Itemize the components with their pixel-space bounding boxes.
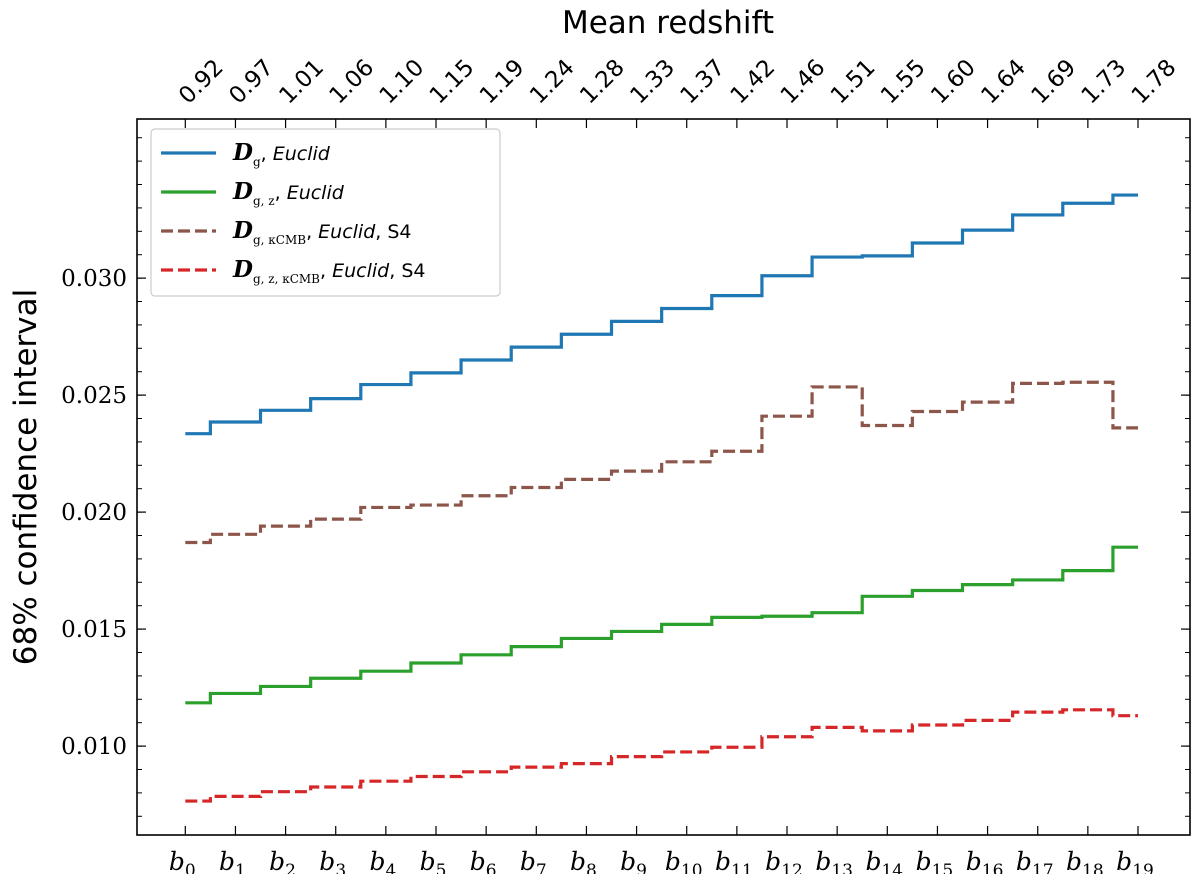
series-line-2 <box>185 380 1138 545</box>
x-tick-label: b4 <box>369 847 396 874</box>
top-axis-title: Mean redshift <box>562 5 774 41</box>
x-tick-label: b8 <box>570 847 597 874</box>
y-tick-label: 0.030 <box>61 266 127 292</box>
x-tick-label: b17 <box>1016 847 1054 874</box>
x-tick-label: b6 <box>470 847 497 874</box>
y-axis-title: 68% confidence interval <box>8 289 44 666</box>
legend-label: Dg, z, Euclid <box>232 178 345 208</box>
series-group <box>185 193 1138 803</box>
x-tick-label: b7 <box>520 847 547 874</box>
x-tick-label: b2 <box>269 847 296 874</box>
x-tick-label: b11 <box>715 847 753 874</box>
top-tick-label: 0.92 <box>174 55 229 110</box>
top-tick-label: 1.06 <box>325 55 380 110</box>
top-tick-label: 1.24 <box>525 55 580 110</box>
top-tick-label: 1.46 <box>776 55 831 110</box>
top-tick-label: 1.69 <box>1027 55 1082 110</box>
x-tick-label: b10 <box>665 847 703 874</box>
top-tick-label: 1.51 <box>826 55 881 110</box>
y-tick-label: 0.015 <box>61 617 127 643</box>
legend-label: Dg, κCMB, Euclid, S4 <box>232 217 412 247</box>
x-tick-label: b16 <box>966 847 1004 874</box>
top-tick-label: 1.01 <box>274 55 329 110</box>
y-tick-labels: 0.010 0.015 0.020 0.025 0.030 <box>61 266 127 760</box>
top-tick-label: 1.73 <box>1077 55 1132 110</box>
x-tick-label: b3 <box>319 847 346 874</box>
y-tick-label: 0.020 <box>61 500 127 526</box>
top-tick-label: 1.37 <box>676 55 731 110</box>
top-tick-label: 1.42 <box>726 55 781 110</box>
top-tick-label: 1.10 <box>375 55 430 110</box>
top-tick-label: 1.64 <box>976 55 1031 110</box>
y-tick-label: 0.025 <box>61 383 127 409</box>
x-tick-label: b5 <box>420 847 447 874</box>
x-tick-label: b15 <box>916 847 954 874</box>
x-tick-labels: b0 b1 b2 b3 b4 b5 b6 b7 b8 b9 b10 b11 b12 b13 b14 b15 b1… <box>169 847 1154 874</box>
tick-marks <box>137 119 1190 835</box>
x-tick-label: b19 <box>1116 847 1154 874</box>
legend-box <box>150 128 501 297</box>
top-tick-label: 1.60 <box>926 55 981 110</box>
top-tick-label: 1.33 <box>625 55 680 110</box>
x-tick-label: b18 <box>1066 847 1104 874</box>
top-tick-label: 1.55 <box>876 55 931 110</box>
legend: Dg, Euclid Dg, z, Euclid Dg, κCMB, Euclid,… <box>150 128 501 297</box>
top-tick-label: 0.97 <box>224 55 279 110</box>
legend-label: Dg, z, κCMB, Euclid, S4 <box>232 256 425 286</box>
top-tick-label: 1.19 <box>475 55 530 110</box>
y-tick-label: 0.010 <box>61 734 127 760</box>
x-tick-label: b9 <box>620 847 647 874</box>
plot-frame <box>136 118 1191 836</box>
top-tick-label: 1.15 <box>425 55 480 110</box>
top-tick-label: 1.28 <box>575 55 630 110</box>
top-tick-labels: 0.920.971.011.061.101.151.191.241.281.33… <box>174 55 1181 110</box>
x-tick-label: b12 <box>765 847 803 874</box>
series-line-1 <box>185 545 1138 705</box>
x-tick-label: b14 <box>865 847 903 874</box>
x-tick-label: b0 <box>169 847 196 874</box>
top-tick-label: 1.78 <box>1127 55 1182 110</box>
series-line-0 <box>185 193 1138 436</box>
legend-label: Dg, Euclid <box>232 139 331 169</box>
x-tick-label: b1 <box>219 847 246 874</box>
x-tick-label: b13 <box>815 847 853 874</box>
series-line-3 <box>185 708 1138 803</box>
